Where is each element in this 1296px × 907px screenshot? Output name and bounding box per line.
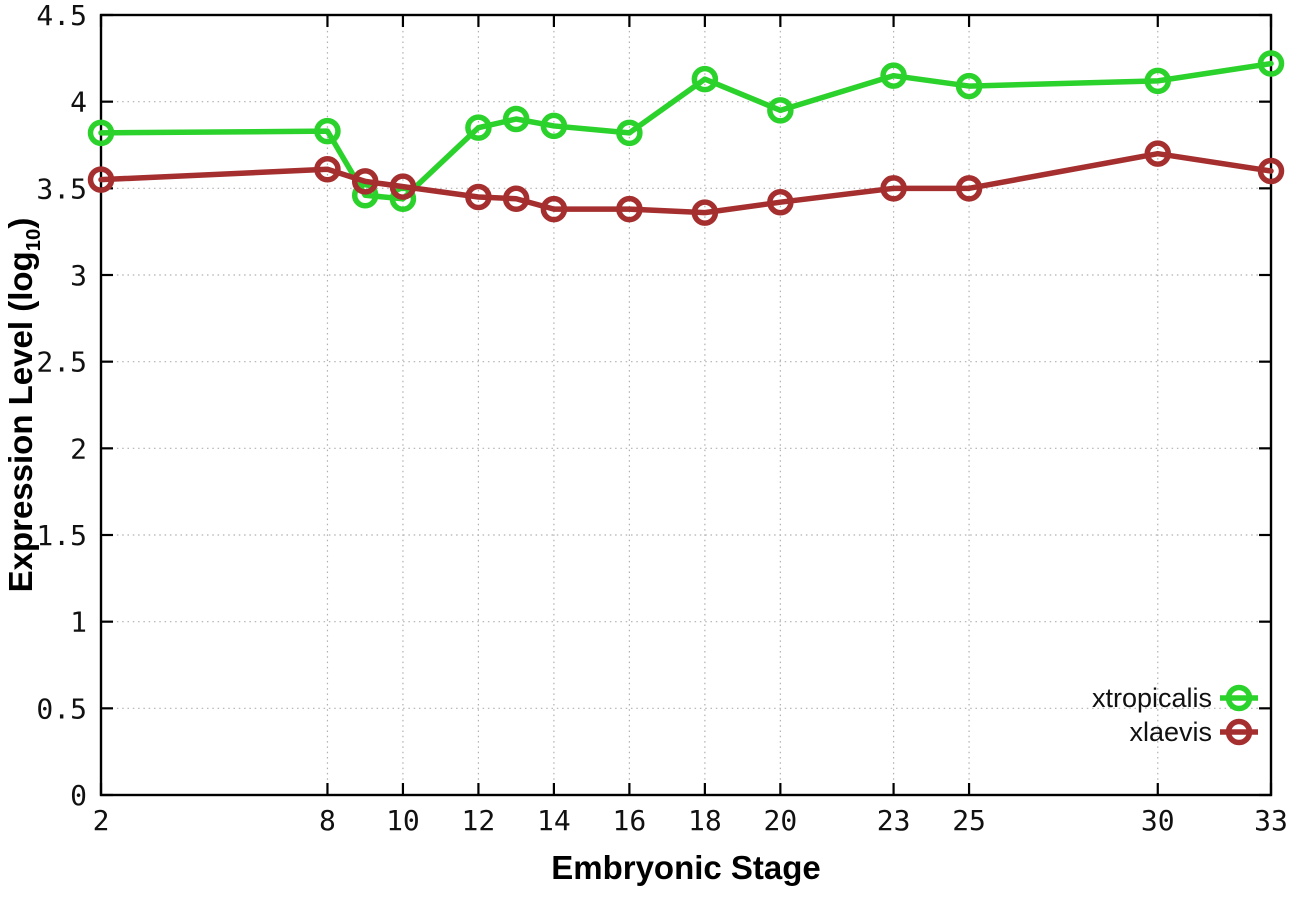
series-marker-xlaevis xyxy=(955,175,983,202)
series-marker-xtropicalis xyxy=(767,97,794,124)
plot-border xyxy=(99,13,1273,797)
series-marker-xlaevis xyxy=(351,168,379,195)
series-marker-xlaevis xyxy=(1257,157,1285,185)
y-tick-label: 3 xyxy=(70,259,87,292)
x-tick-label: 8 xyxy=(319,804,336,837)
x-tick-label: 14 xyxy=(537,804,571,837)
y-tick-label: 0 xyxy=(70,779,87,812)
y-tick-label: 3.5 xyxy=(36,172,87,205)
series-marker-xtropicalis xyxy=(502,105,530,133)
legend-sample-marker-xtropicalis xyxy=(1225,684,1253,712)
series-marker-xlaevis xyxy=(880,175,907,202)
series-line-xtropicalis xyxy=(98,60,1274,202)
y-tick-label: 4.5 xyxy=(36,0,87,32)
series-marker-xlaevis xyxy=(616,195,643,223)
y-axis-title-text: Expression Level (log xyxy=(2,251,40,593)
series-marker-xtropicalis xyxy=(880,62,907,89)
series-marker-xtropicalis xyxy=(1144,67,1172,95)
x-tick-label: 10 xyxy=(386,804,420,837)
series-marker-xtropicalis xyxy=(540,112,568,140)
x-tick-label: 25 xyxy=(952,804,986,837)
series-marker-xtropicalis xyxy=(1257,50,1285,77)
series-marker-xlaevis xyxy=(502,185,530,212)
x-tick-label: 16 xyxy=(613,804,647,837)
series-marker-xlaevis xyxy=(540,195,568,223)
x-tick-label: 23 xyxy=(877,804,911,837)
series-marker-xtropicalis xyxy=(955,72,983,100)
series-marker-xlaevis xyxy=(389,173,417,200)
series-marker-xlaevis xyxy=(465,183,492,211)
series-marker-xlaevis xyxy=(87,166,115,193)
series-marker-xlaevis xyxy=(767,188,794,216)
series-marker-xtropicalis xyxy=(87,119,115,147)
y-tick-label: 2 xyxy=(70,432,87,465)
series-marker-xtropicalis xyxy=(314,117,341,145)
legend-label-xlaevis: xlaevis xyxy=(1129,717,1212,747)
y-tick-label: 0.5 xyxy=(36,692,87,725)
series-marker-xlaevis xyxy=(691,199,719,226)
y-tick-label: 1.5 xyxy=(36,519,87,552)
series-marker-xtropicalis xyxy=(351,182,379,209)
x-axis-title: Embryonic Stage xyxy=(551,849,821,887)
x-axis-title-text: Embryonic Stage xyxy=(551,849,821,886)
series-marker-xtropicalis xyxy=(691,65,719,93)
series-marker-xlaevis xyxy=(314,156,341,183)
legend-sample-marker-xlaevis xyxy=(1225,718,1253,746)
y-axis-title: Expression Level (log10) xyxy=(2,218,46,593)
y-axis-title-close: ) xyxy=(2,217,40,229)
y-tick-label: 1 xyxy=(70,606,87,639)
x-tick-label: 2 xyxy=(93,804,110,837)
series-marker-xlaevis xyxy=(1144,140,1172,167)
y-tick-label: 4 xyxy=(70,86,87,119)
x-tick-label: 12 xyxy=(462,804,496,837)
y-tick-label: 2.5 xyxy=(36,346,87,379)
x-tick-label: 18 xyxy=(688,804,722,837)
x-tick-label: 20 xyxy=(763,804,797,837)
x-tick-label: 30 xyxy=(1141,804,1175,837)
x-tick-label: 33 xyxy=(1254,804,1288,837)
y-axis-title-subscript: 10 xyxy=(21,228,45,252)
series-marker-xtropicalis xyxy=(616,119,643,147)
series-marker-xtropicalis xyxy=(465,114,492,141)
legend-label-xtropicalis: xtropicalis xyxy=(1092,683,1212,713)
series-line-xlaevis xyxy=(98,150,1274,216)
